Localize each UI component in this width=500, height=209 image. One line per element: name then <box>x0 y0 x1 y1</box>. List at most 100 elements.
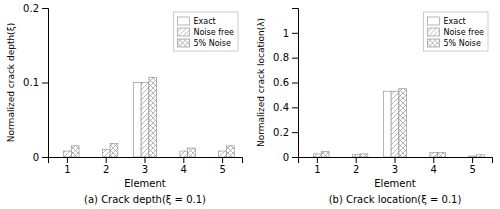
panel: 1234500.20.40.60.81ElementNormalized cra… <box>256 9 493 206</box>
bar <box>71 146 79 157</box>
legend-swatch <box>177 17 189 25</box>
bar <box>56 157 64 158</box>
legend-label: Noise free <box>193 28 234 37</box>
bar <box>306 157 314 158</box>
x-tick-mark <box>356 157 357 163</box>
y-tick-mark <box>292 107 298 108</box>
legend-swatch <box>177 28 189 36</box>
x-tick-mark <box>106 157 107 163</box>
bar <box>438 152 446 157</box>
x-axis: 12345 <box>299 157 493 175</box>
legend-label: Exact <box>193 17 215 26</box>
x-tick-label: 3 <box>392 164 398 175</box>
y-axis-title: Normalized crack location(λ) <box>256 18 266 147</box>
x-tick-mark <box>145 157 146 163</box>
legend-label: Noise free <box>443 28 484 37</box>
x-tick-label: 5 <box>219 164 225 175</box>
bar <box>64 151 72 157</box>
x-tick-label: 2 <box>353 164 359 175</box>
legend-item: Noise free <box>177 28 234 37</box>
bar <box>95 157 103 158</box>
y-tick: 0.1 <box>23 77 48 88</box>
x-tick: 2 <box>103 157 109 175</box>
bars <box>314 89 485 157</box>
legend-item: Exact <box>177 17 215 26</box>
y-tick-label: 1 <box>283 28 289 39</box>
y-tick-mark <box>42 157 48 158</box>
x-tick: 3 <box>142 157 148 175</box>
y-tick: 1 <box>283 28 298 39</box>
bar <box>172 157 180 158</box>
y-axis-line <box>292 9 299 158</box>
bar <box>476 155 484 157</box>
panel: 1234500.10.2ElementNormalized crack dept… <box>6 3 243 205</box>
bar <box>469 156 477 157</box>
x-tick-label: 4 <box>181 164 187 175</box>
legend: ExactNoise free5% Noise <box>423 12 488 51</box>
bar <box>102 150 110 157</box>
bar <box>461 157 469 158</box>
bar <box>314 154 322 157</box>
legend-item: Noise free <box>427 28 484 37</box>
chart-svg: 1234500.10.2ElementNormalized crack dept… <box>0 0 500 209</box>
x-axis-title: Element <box>374 178 415 189</box>
x-tick: 3 <box>392 157 398 175</box>
x-tick: 2 <box>353 157 359 175</box>
x-axis: 1 2 3 4 5 <box>49 157 243 175</box>
bar <box>149 77 157 157</box>
legend-swatch <box>427 39 439 47</box>
x-tick-label: 3 <box>142 164 148 175</box>
bar <box>188 148 196 157</box>
bar <box>345 157 353 158</box>
y-tick: 0.2 <box>23 3 48 14</box>
x-tick-label: 1 <box>64 164 70 175</box>
x-tick-mark <box>317 157 318 163</box>
x-tick: 4 <box>181 157 187 175</box>
y-tick: 0.4 <box>273 102 298 113</box>
legend-swatch <box>427 28 439 36</box>
legend-swatch <box>177 39 189 47</box>
y-tick-mark <box>42 8 48 9</box>
legend-frame <box>423 12 488 51</box>
y-tick-label: 0 <box>33 152 39 163</box>
x-axis-title: Element <box>124 178 165 189</box>
y-tick-mark <box>292 132 298 133</box>
y-tick-label: 0.8 <box>273 52 289 63</box>
chart-title: (a) Crack depth(ξ = 0.1) <box>84 194 206 205</box>
bar <box>352 155 360 157</box>
legend-item: 5% Noise <box>177 39 231 48</box>
y-tick-label: 0.1 <box>23 77 39 88</box>
y-axis-line <box>42 9 49 158</box>
x-tick-label: 2 <box>103 164 109 175</box>
x-tick: 1 <box>314 157 320 175</box>
y-tick: 0.6 <box>273 77 298 88</box>
bar <box>430 153 438 157</box>
y-tick-mark <box>292 33 298 34</box>
x-axis-line <box>299 158 493 164</box>
y-tick: 0.8 <box>273 52 298 63</box>
y-tick-label: 0.6 <box>273 77 289 88</box>
bar <box>219 151 227 157</box>
bar <box>141 83 149 158</box>
bars <box>64 77 235 157</box>
legend-frame <box>173 12 238 51</box>
y-tick: 0 <box>33 152 48 163</box>
bar <box>180 151 188 157</box>
bar <box>110 144 118 157</box>
bar <box>391 91 399 157</box>
bar <box>133 83 141 158</box>
y-tick-mark <box>292 157 298 158</box>
x-tick: 5 <box>469 157 475 175</box>
bar <box>383 91 391 157</box>
bar <box>321 151 329 157</box>
y-tick: 0 <box>283 152 298 163</box>
y-tick-mark <box>292 58 298 59</box>
x-tick-mark <box>433 157 434 163</box>
bar <box>360 154 368 157</box>
x-tick-label: 1 <box>314 164 320 175</box>
y-tick-mark <box>42 83 48 84</box>
y-tick: 0.2 <box>273 127 298 138</box>
legend-label: 5% Noise <box>443 39 481 48</box>
x-axis-line <box>49 158 243 164</box>
x-tick: 5 <box>219 157 225 175</box>
